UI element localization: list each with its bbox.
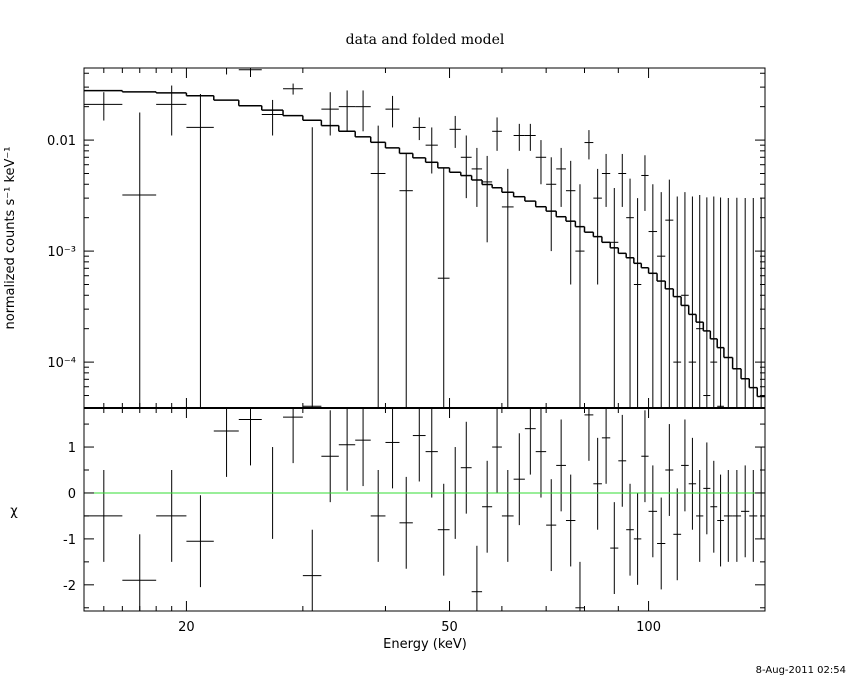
y-tick-label: 10⁻³	[47, 245, 76, 260]
y-tick-label: 1	[68, 441, 76, 456]
x-tick-label: 100	[636, 620, 661, 635]
panel-frame	[83, 67, 766, 409]
chart-title: data and folded model	[346, 32, 505, 48]
timestamp: 8-Aug-2011 02:54	[756, 665, 846, 676]
x-tick-label: 20	[178, 620, 195, 635]
y-tick-label: 0.01	[47, 134, 76, 149]
x-tick-label: 50	[441, 620, 458, 635]
panel-frame	[83, 407, 766, 612]
y-tick-label: 10⁻⁴	[47, 356, 76, 371]
y-tick-label: -2	[63, 579, 76, 594]
y-axis-label: normalized counts s⁻¹ keV⁻¹	[3, 147, 18, 330]
spectrum-panel	[84, 68, 765, 408]
y-tick-label: 0	[68, 487, 76, 502]
residual-axis-label: χ	[10, 504, 18, 519]
x-axis-label: Energy (keV)	[383, 637, 467, 652]
y-tick-label: -1	[63, 533, 76, 548]
residual-panel	[84, 408, 765, 611]
axes: 20 50 100 0.01 10⁻³ 10⁻⁴ 1 0 -1 -2	[47, 67, 766, 635]
